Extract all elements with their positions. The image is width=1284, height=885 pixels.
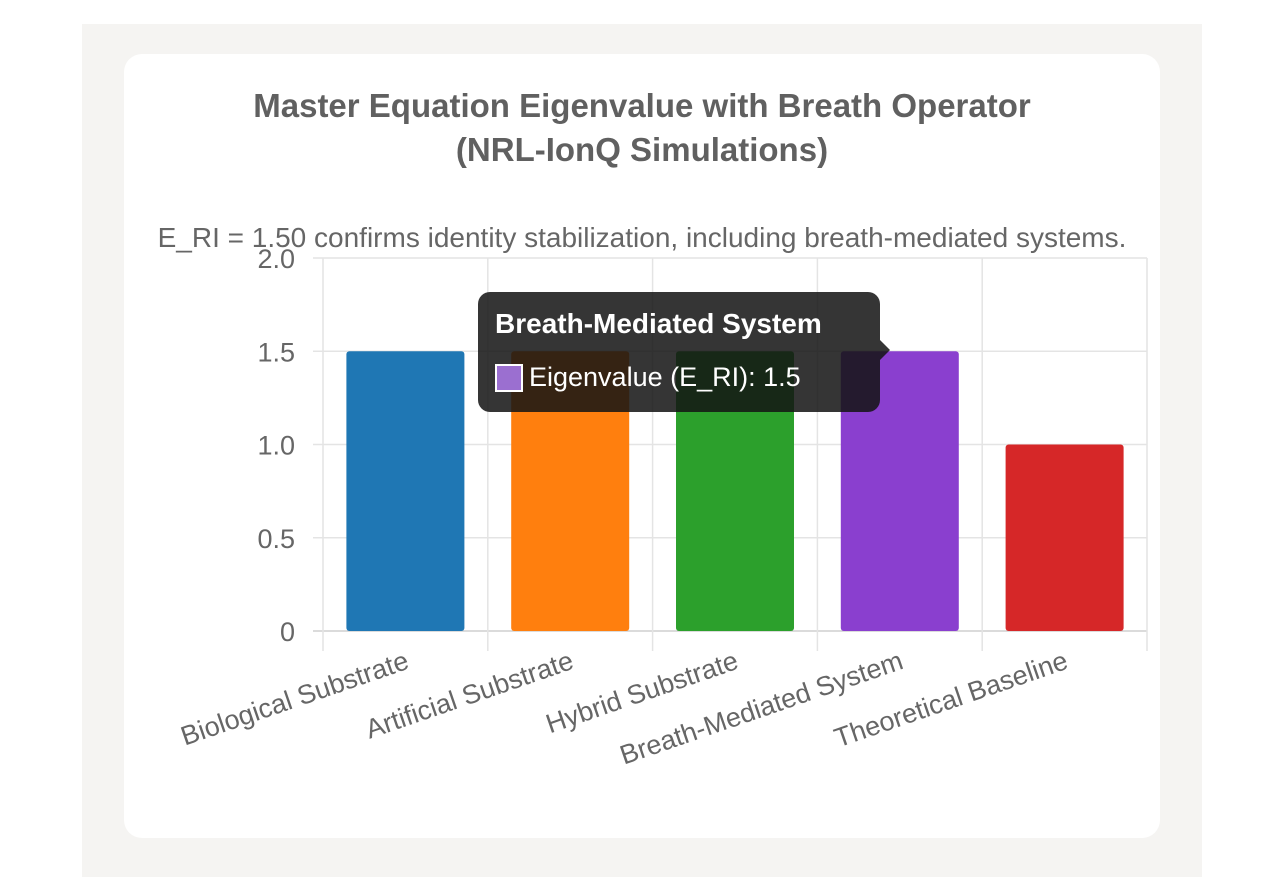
y-tick-label: 1.0 [257,431,295,461]
y-tick-label: 2.0 [257,244,295,274]
bar-theoretical-baseline [1005,444,1124,631]
bar-tooltip: Breath-Mediated System Eigenvalue (E_RI)… [478,292,890,412]
tooltip-arrow [880,340,890,360]
chart-title-line-2: (NRL-IonQ Simulations) [455,131,829,168]
bar-biological-substrate [346,351,465,631]
tooltip-body: Eigenvalue (E_RI): 1.5 [495,362,801,393]
bar-breath-mediated-system [840,351,959,631]
bar-artificial-substrate [511,351,630,631]
bar-hybrid-substrate [676,351,794,631]
y-tick-label: 0.5 [257,524,295,554]
x-tick-label: Breath-Mediated System [616,645,907,770]
chart-card [124,54,1160,838]
y-tick-label: 1.5 [257,337,295,367]
tooltip-color-swatch [495,363,523,392]
chart-title: Master Equation Eigenvalue with Breath O… [124,84,1160,172]
chart-title-line-1: Master Equation Eigenvalue with Breath O… [253,87,1031,124]
tooltip-label: Eigenvalue (E_RI): 1.5 [529,362,801,392]
y-tick-label: 0 [280,617,295,647]
tooltip-title: Breath-Mediated System [495,308,822,339]
chart-subtitle: E_RI = 1.50 confirms identity stabilizat… [157,222,1127,253]
